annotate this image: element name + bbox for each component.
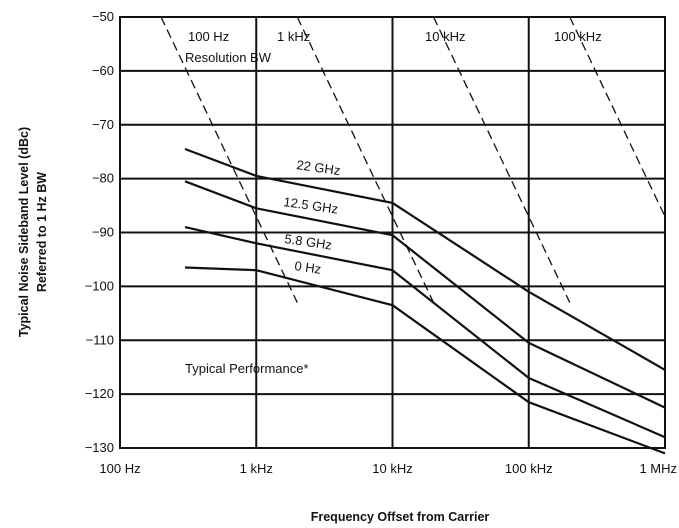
y-tick-label: −120: [85, 386, 114, 401]
series-label-0hz: 0 Hz: [294, 258, 323, 277]
x-axis-title: Frequency Offset from Carrier: [311, 510, 490, 524]
y-tick-label: −110: [86, 332, 114, 347]
typical-performance-annotation: Typical Performance*: [185, 361, 309, 376]
y-axis-title-line2: Referred to 1 Hz BW: [35, 172, 49, 292]
bw-label-100hz: 100 Hz: [188, 29, 229, 44]
y-tick-label: −70: [92, 117, 114, 132]
y-tick-label: −100: [85, 278, 114, 293]
y-tick-label: −90: [92, 225, 114, 240]
x-tick-label: 100 Hz: [99, 461, 140, 476]
series-line-22-ghz: [184, 147, 666, 371]
chart-text: 100 Hz 1 kHz 10 kHz 100 kHz Resolution B…: [17, 29, 602, 524]
bw-line-100-khz: [569, 17, 665, 219]
y-tick-label: −80: [92, 171, 114, 186]
y-tick-label: −130: [85, 440, 114, 455]
series-label-5-8ghz: 5.8 GHz: [284, 231, 333, 252]
x-tick-label: 1 MHz: [639, 461, 677, 476]
series-label-12-5ghz: 12.5 GHz: [283, 194, 339, 216]
bw-line-100-hz: [160, 17, 298, 303]
bw-label-1khz: 1 kHz: [277, 29, 310, 44]
x-tick-label: 100 kHz: [505, 461, 553, 476]
series-line-0-hz: [184, 266, 666, 455]
bw-label-10khz: 10 kHz: [425, 29, 465, 44]
y-tick-label: −60: [92, 63, 114, 78]
resolution-bw-lines: [160, 17, 665, 303]
series-line-12-5-ghz: [184, 180, 666, 409]
bw-line-1-khz: [296, 17, 435, 303]
bw-label-100khz: 100 kHz: [554, 29, 602, 44]
plot-frame: [119, 16, 666, 449]
series-lines: [184, 147, 666, 455]
x-tick-label: 1 kHz: [240, 461, 273, 476]
chart-grid: [119, 16, 666, 449]
y-axis-title-line1: Typical Noise Sideband Level (dBc): [17, 127, 31, 337]
x-tick-label: 10 kHz: [372, 461, 412, 476]
y-tick-label: −50: [92, 9, 114, 24]
series-label-22ghz: 22 GHz: [296, 157, 342, 178]
bw-line-10-khz: [432, 17, 571, 303]
axis-ticks: −50 −60 −70 −80 −90 −100 −110 −120 −130 100 Hz 1 k…: [85, 9, 677, 476]
resolution-bw-annotation: Resolution BW: [185, 50, 272, 65]
series-line-5-8-ghz: [184, 226, 666, 439]
